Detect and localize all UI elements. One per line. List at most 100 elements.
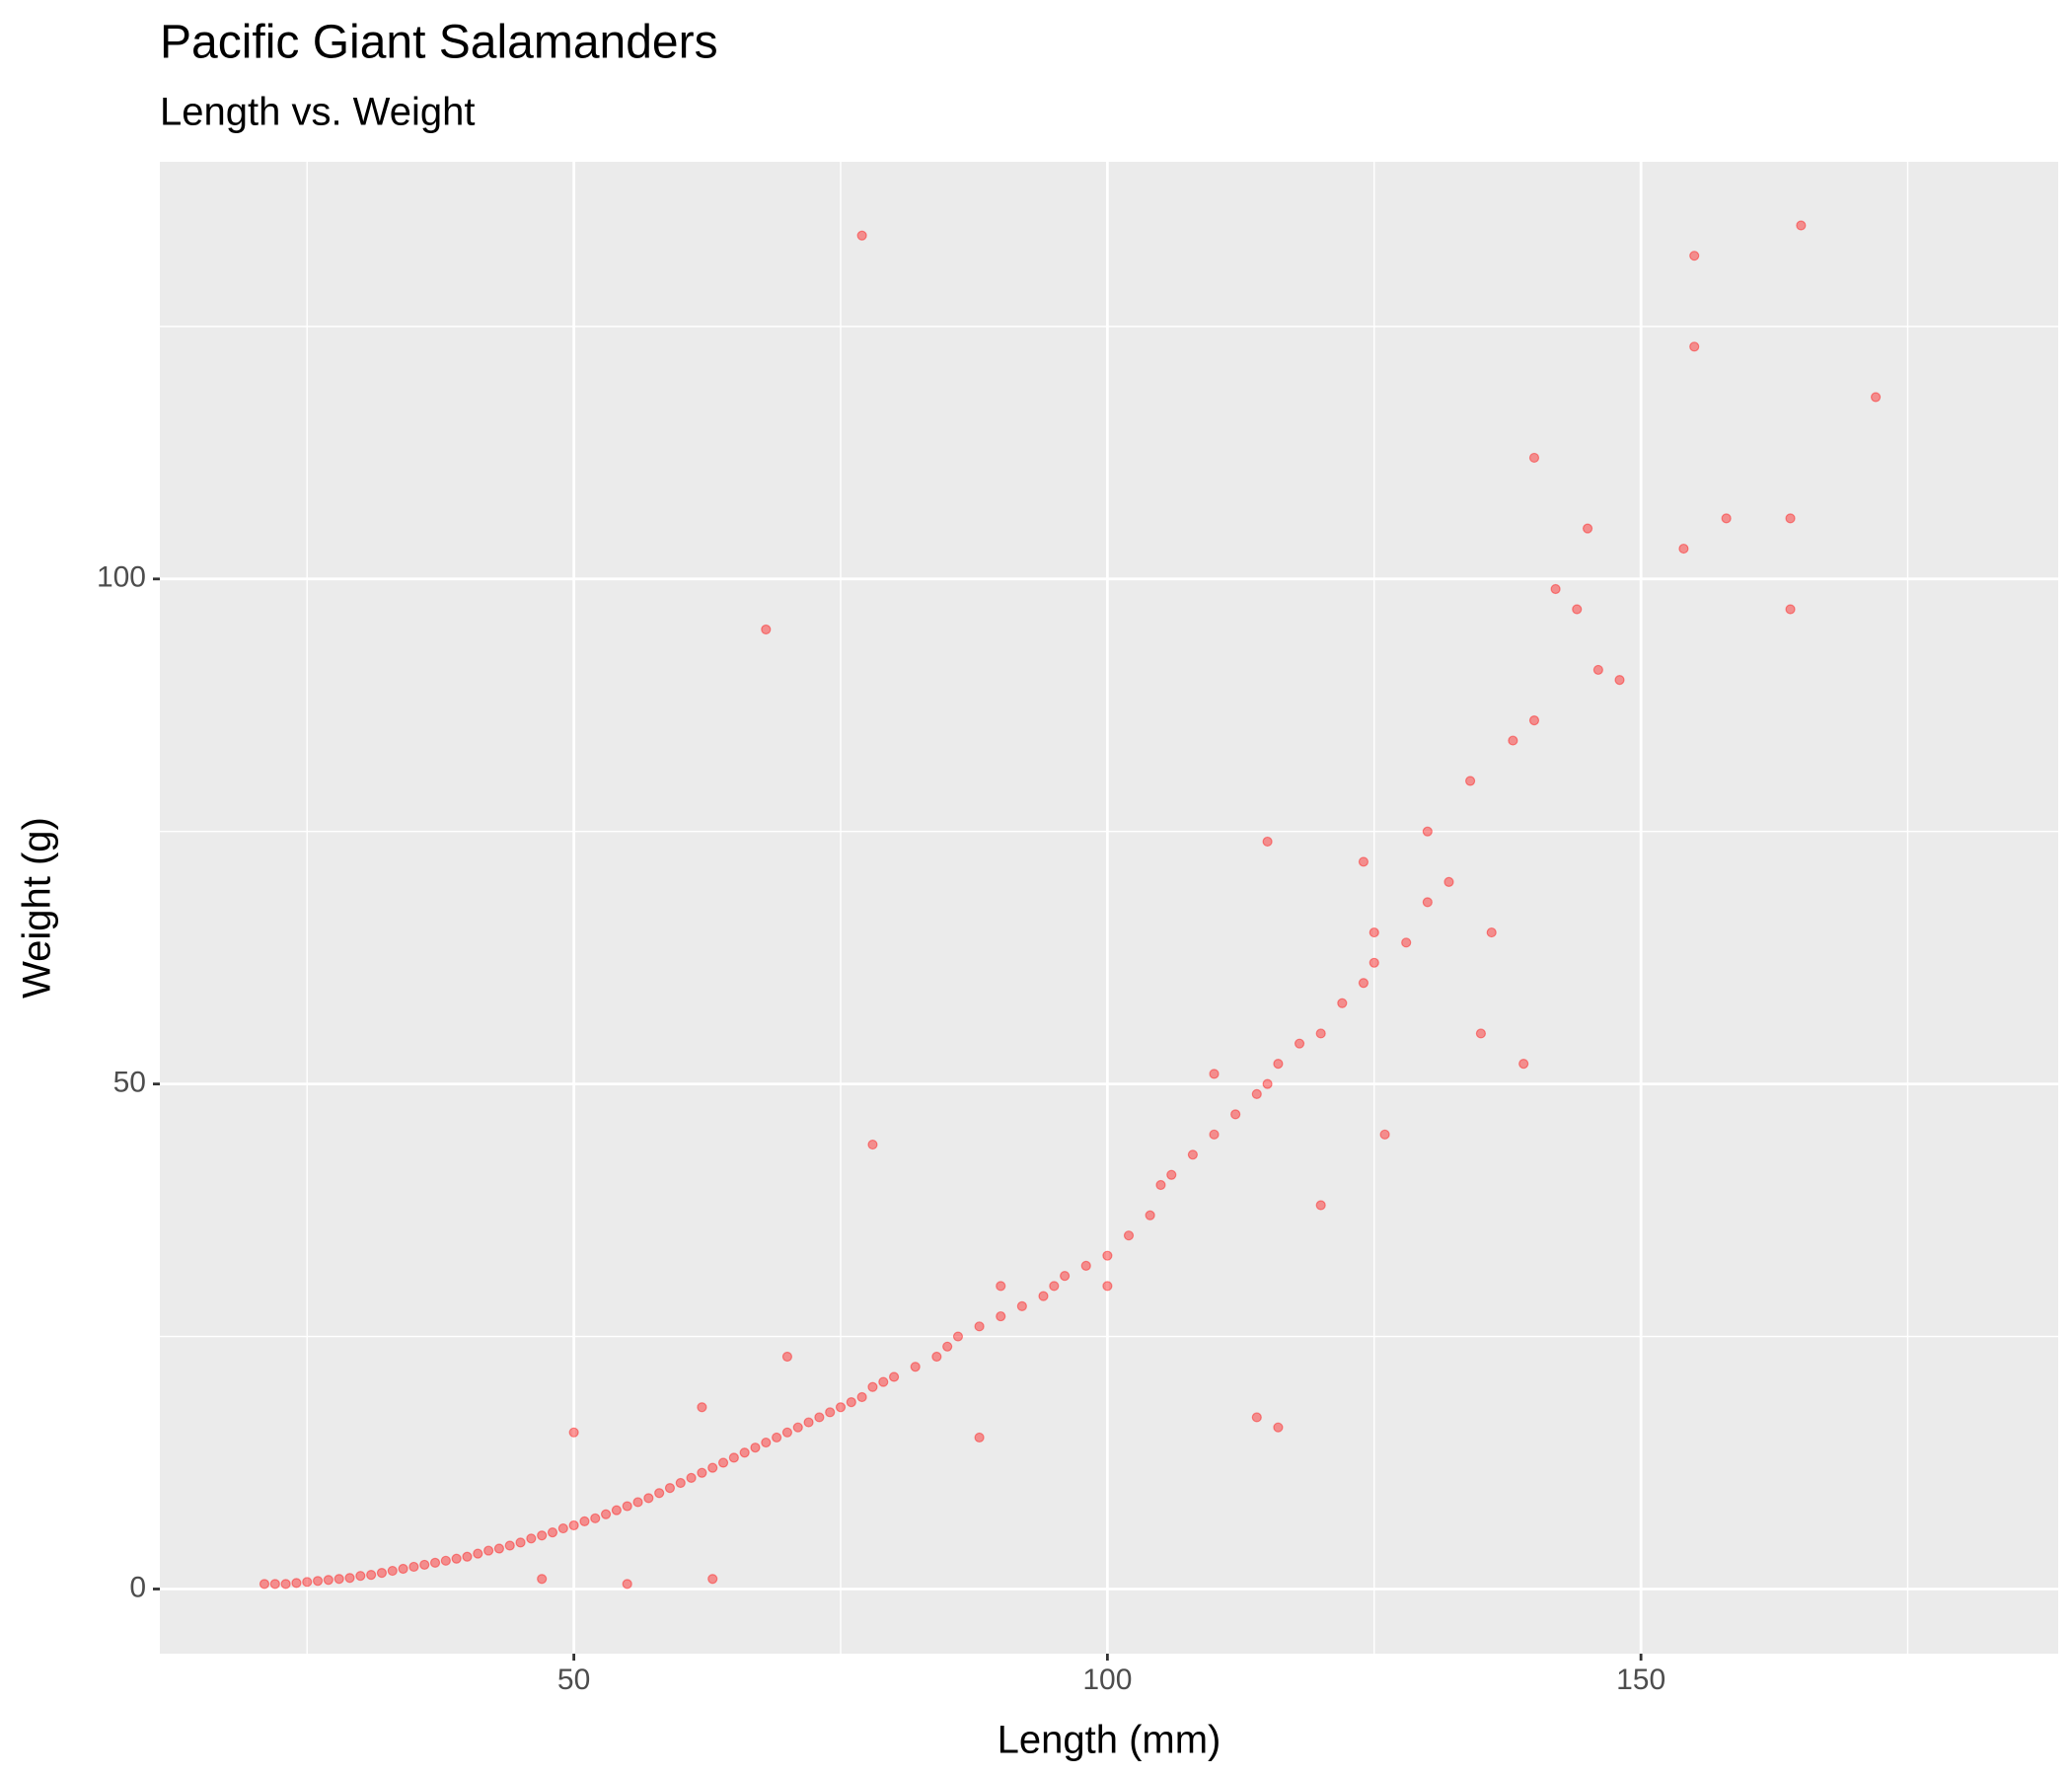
point [1550, 583, 1561, 595]
point [537, 1574, 548, 1585]
point [1528, 452, 1540, 464]
point [333, 1574, 344, 1585]
point [1785, 513, 1796, 524]
point [781, 1351, 793, 1363]
x-tick-label: 150 [1616, 1664, 1665, 1696]
point [1262, 1078, 1273, 1089]
point [387, 1565, 398, 1577]
point [761, 1437, 772, 1448]
point [515, 1537, 526, 1548]
point [835, 1402, 847, 1413]
point [440, 1555, 451, 1566]
point [1870, 392, 1882, 403]
point [547, 1527, 558, 1538]
point [1486, 926, 1497, 938]
point [781, 1427, 793, 1438]
point [1251, 1088, 1262, 1099]
point [1294, 1038, 1305, 1049]
point [1273, 1422, 1284, 1433]
point [323, 1575, 333, 1586]
point [931, 1351, 942, 1363]
point [451, 1553, 462, 1564]
point [1422, 897, 1433, 908]
point [974, 1432, 985, 1443]
point [1016, 1300, 1027, 1311]
point [1796, 220, 1807, 231]
point [291, 1578, 302, 1589]
point [1102, 1250, 1113, 1261]
point [280, 1579, 291, 1590]
point [1187, 1149, 1198, 1160]
point [1273, 1059, 1284, 1070]
point [910, 1362, 921, 1372]
point [1518, 1059, 1529, 1070]
point [1209, 1129, 1220, 1140]
point [686, 1472, 697, 1483]
point [1369, 926, 1379, 938]
point [1315, 1028, 1326, 1039]
point [728, 1452, 739, 1463]
point [504, 1540, 515, 1551]
point [1038, 1291, 1049, 1301]
point [408, 1561, 419, 1573]
point [355, 1571, 366, 1582]
point [717, 1457, 729, 1468]
point [867, 1139, 878, 1150]
chart-title: Pacific Giant Salamanders [160, 17, 718, 69]
point [878, 1376, 889, 1387]
point [1475, 1028, 1487, 1039]
point [568, 1427, 579, 1438]
point [1614, 675, 1625, 686]
point [1166, 1169, 1177, 1180]
point [772, 1432, 782, 1443]
point [952, 1331, 964, 1342]
point [867, 1381, 878, 1392]
point [996, 1310, 1006, 1322]
point [1721, 513, 1732, 524]
point [739, 1447, 750, 1458]
point [856, 230, 867, 241]
point [1315, 1200, 1326, 1211]
point [429, 1557, 441, 1568]
point [579, 1516, 590, 1526]
point [1060, 1271, 1071, 1282]
point [1123, 1230, 1135, 1241]
y-axis-title: Weight (g) [16, 817, 59, 999]
point [1262, 836, 1273, 848]
y-tick-label: 100 [97, 561, 146, 594]
point [1689, 251, 1700, 261]
point [846, 1396, 856, 1408]
point [1678, 543, 1689, 555]
point [1080, 1260, 1091, 1272]
point [697, 1402, 707, 1413]
point [419, 1559, 430, 1571]
point [675, 1477, 686, 1489]
plot-panel [160, 162, 2058, 1654]
point [622, 1579, 632, 1590]
point [259, 1579, 270, 1590]
point [856, 1391, 867, 1403]
x-tick-label: 50 [557, 1664, 590, 1696]
point [302, 1577, 313, 1588]
point [1209, 1069, 1220, 1079]
point [707, 1462, 718, 1473]
point [344, 1573, 355, 1584]
point [611, 1505, 622, 1516]
point [1230, 1109, 1241, 1120]
point [974, 1321, 985, 1332]
point [1358, 978, 1369, 989]
point [1049, 1281, 1060, 1292]
point [312, 1576, 324, 1587]
point [600, 1509, 612, 1519]
point [643, 1493, 654, 1504]
point [707, 1574, 718, 1585]
point [632, 1497, 643, 1508]
point [473, 1548, 483, 1559]
point [996, 1281, 1006, 1292]
point [825, 1407, 836, 1418]
point [526, 1533, 537, 1544]
point [366, 1570, 377, 1581]
point [1422, 826, 1433, 837]
point [1508, 735, 1518, 746]
